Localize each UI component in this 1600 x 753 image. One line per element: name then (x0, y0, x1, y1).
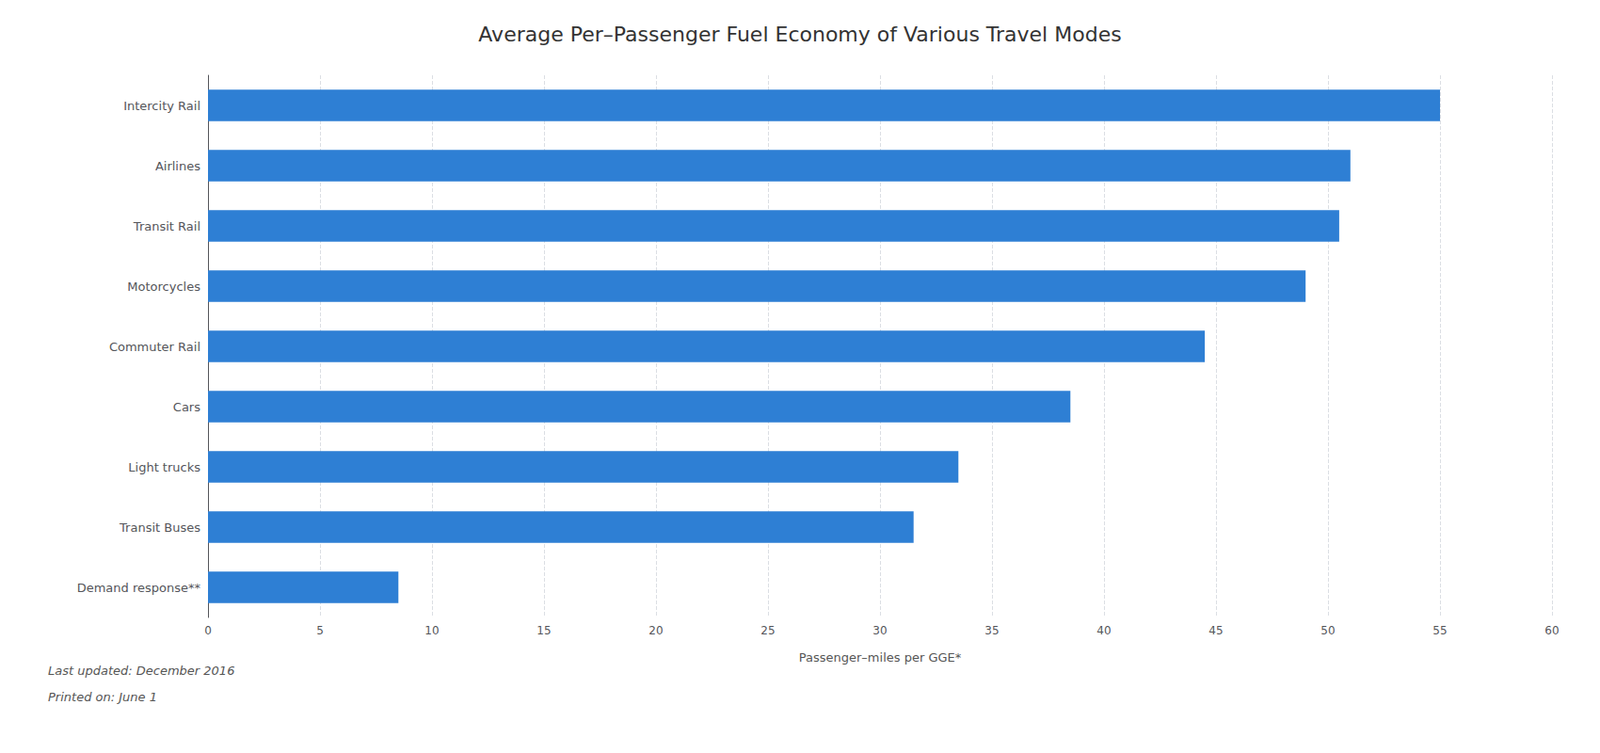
svg-text:25: 25 (760, 624, 775, 638)
svg-text:Last updated: December 2016: Last updated: December 2016 (48, 663, 235, 678)
svg-text:45: 45 (1208, 624, 1223, 638)
svg-text:Airlines: Airlines (155, 159, 201, 174)
svg-text:10: 10 (424, 624, 439, 638)
svg-text:Passenger–miles per GGE*: Passenger–miles per GGE* (799, 650, 962, 665)
svg-text:30: 30 (872, 624, 887, 638)
svg-text:Transit Buses: Transit Buses (118, 520, 201, 535)
svg-text:Average Per–Passenger Fuel Eco: Average Per–Passenger Fuel Economy of Va… (478, 22, 1121, 47)
svg-text:Motorcycles: Motorcycles (127, 279, 201, 294)
svg-text:Cars: Cars (173, 400, 201, 415)
svg-text:55: 55 (1432, 624, 1447, 638)
svg-text:15: 15 (536, 624, 551, 638)
svg-text:50: 50 (1320, 624, 1335, 638)
svg-text:Transit Rail: Transit Rail (132, 219, 201, 234)
svg-text:Demand response**: Demand response** (77, 580, 202, 595)
svg-text:40: 40 (1096, 624, 1111, 638)
svg-text:Printed on: June 1: Printed on: June 1 (48, 689, 158, 704)
svg-text:0: 0 (204, 624, 212, 638)
svg-text:35: 35 (984, 624, 999, 638)
svg-text:5: 5 (316, 624, 324, 638)
svg-text:Intercity Rail: Intercity Rail (123, 98, 201, 113)
svg-text:Light trucks: Light trucks (128, 460, 201, 475)
svg-text:Commuter Rail: Commuter Rail (109, 339, 201, 354)
svg-text:60: 60 (1544, 624, 1559, 638)
svg-text:20: 20 (648, 624, 663, 638)
